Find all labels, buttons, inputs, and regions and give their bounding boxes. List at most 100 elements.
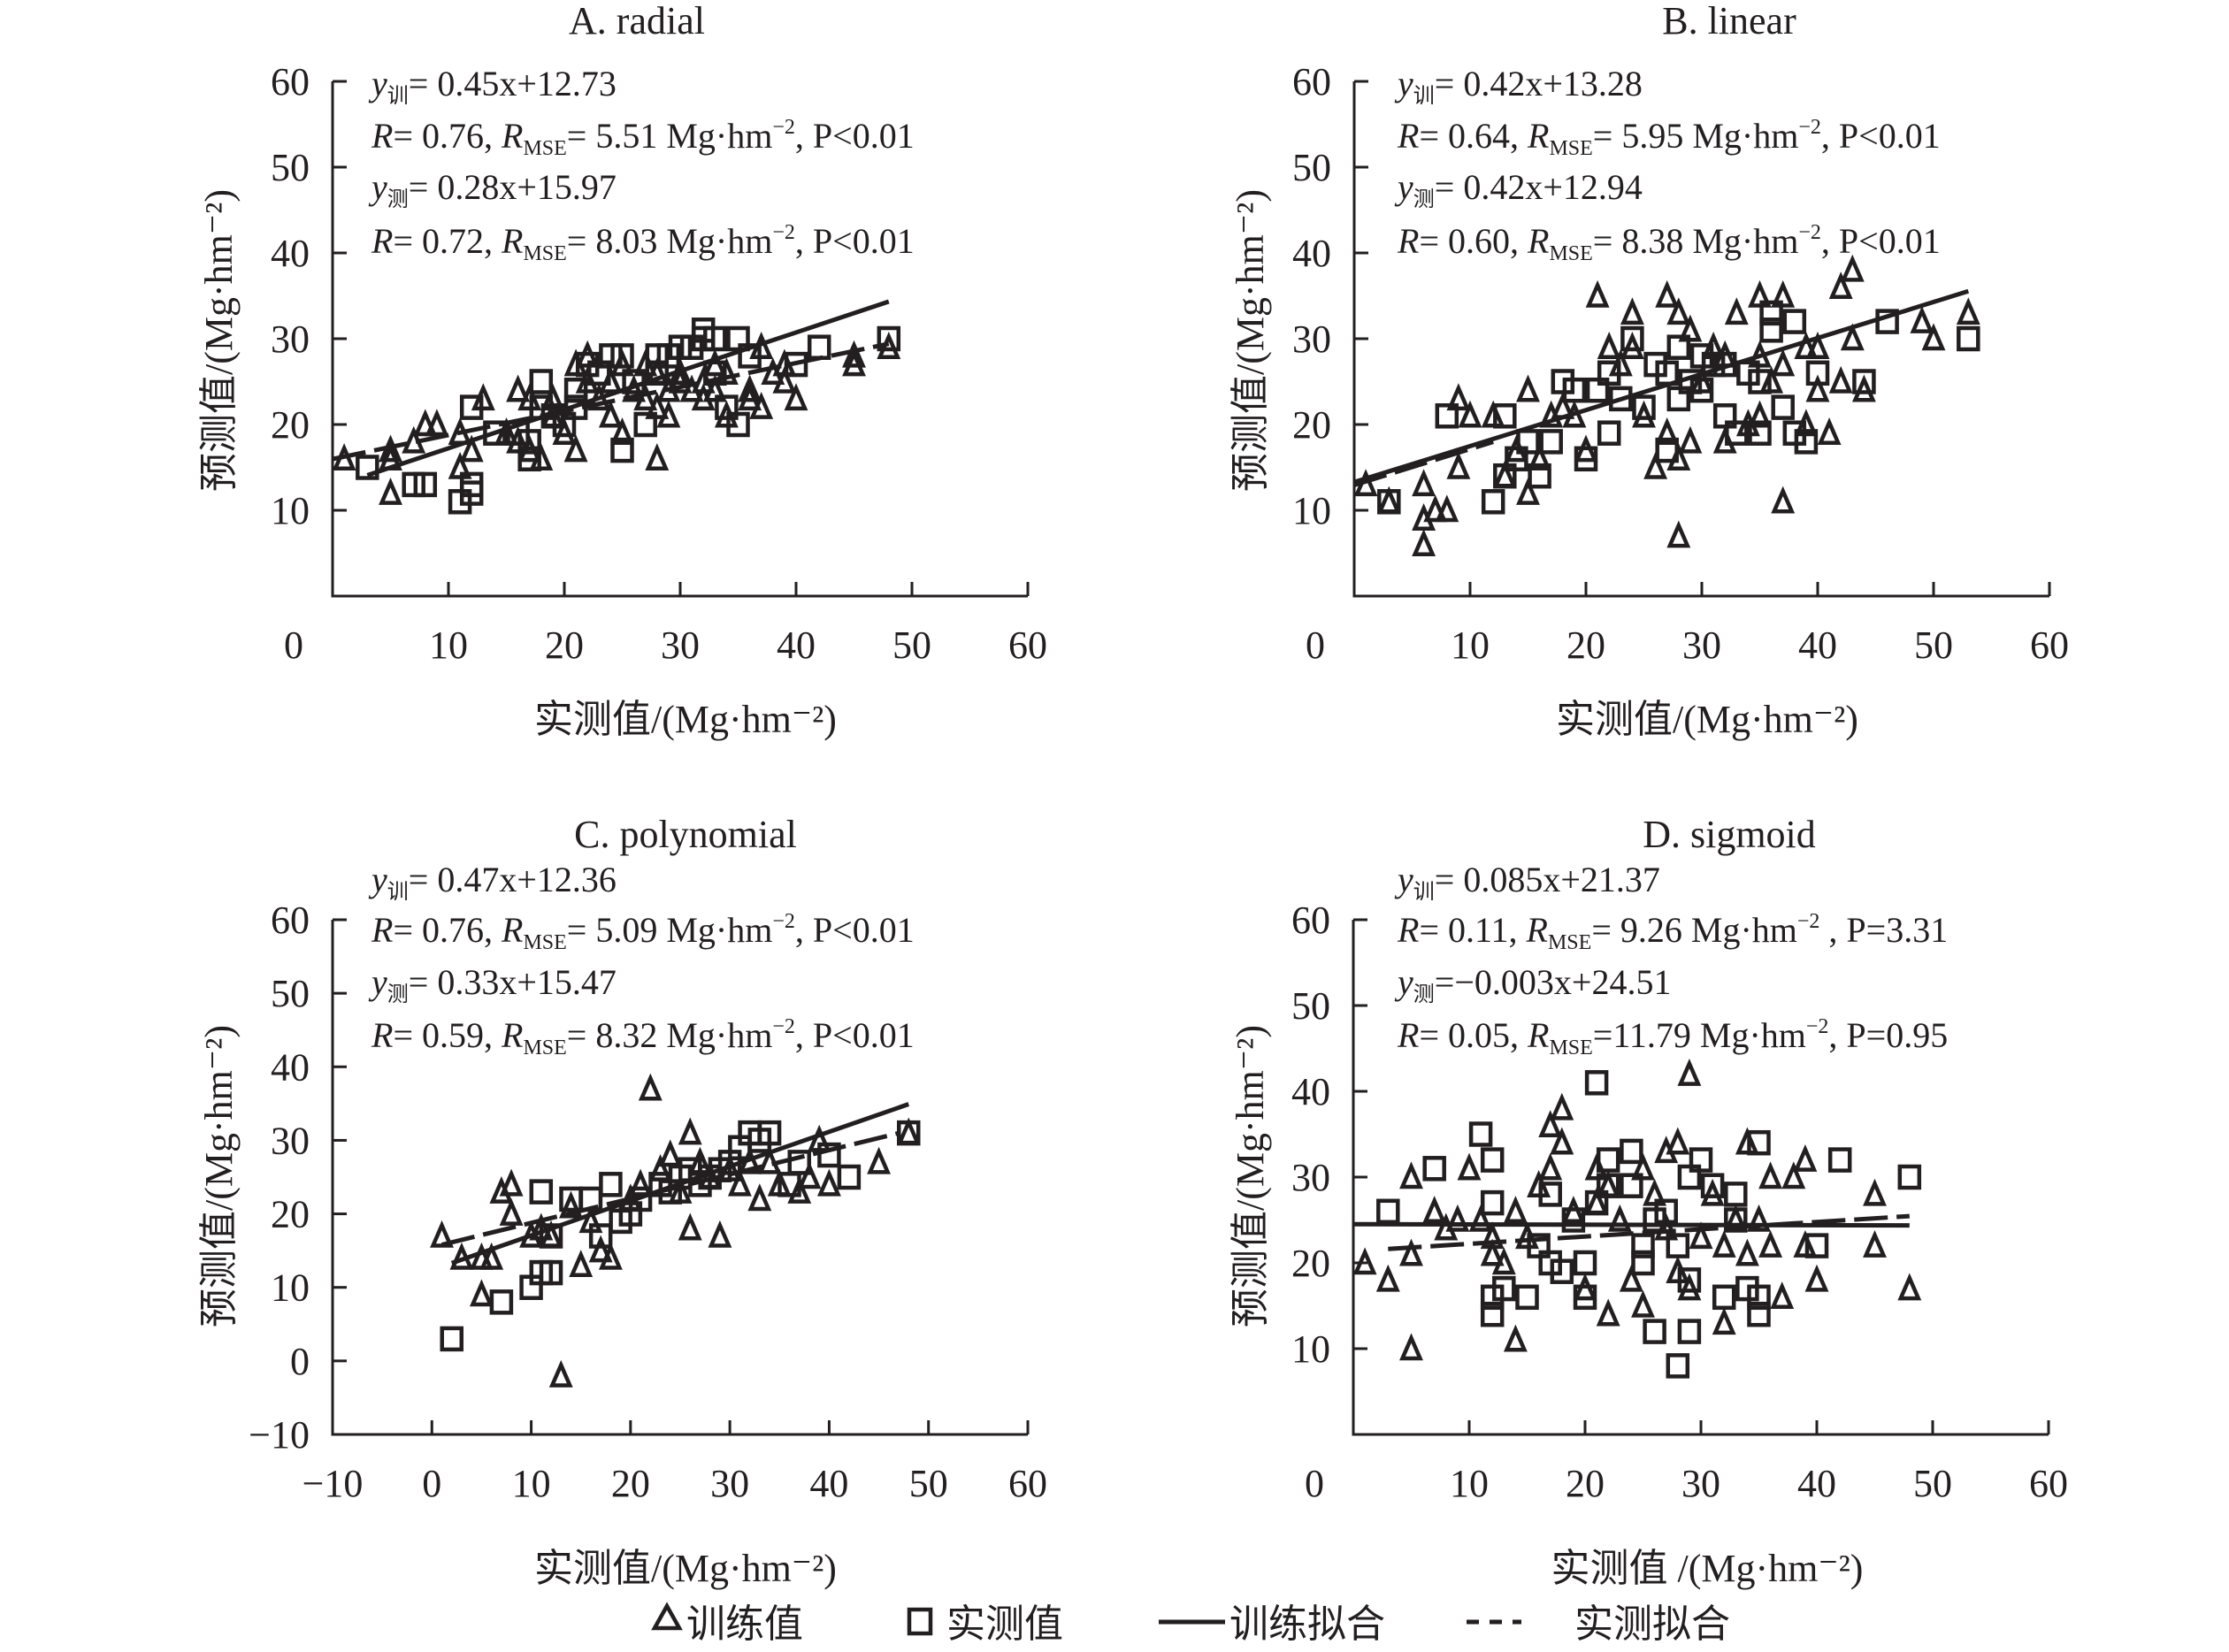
y-tick-label: 30 [1291, 1156, 1330, 1199]
train-point [506, 374, 531, 402]
panel-title: A. radial [569, 0, 705, 42]
train-point [425, 409, 449, 437]
train-point [747, 1183, 772, 1212]
train-point [1700, 1178, 1725, 1206]
train-point [877, 332, 901, 359]
train-point [1817, 417, 1842, 445]
train-point [784, 383, 808, 411]
test-point [1422, 1156, 1446, 1182]
x-tick-label: 50 [1913, 1462, 1952, 1505]
test-point [1712, 1284, 1736, 1311]
test-point [1480, 1301, 1505, 1327]
train-point [1585, 279, 1610, 308]
train-point [569, 1250, 594, 1278]
train-point [1422, 1196, 1447, 1224]
test-point [784, 351, 808, 378]
test-point [897, 1120, 921, 1146]
panel-c: C. polynomial −10 0 10 20 30 40 50 60 −10 0 10 20 30 4… [197, 813, 1047, 1590]
panel-d: D. sigmoid 0 10 20 30 40 50 60 10 20 30 40 50 60 实测值 /… [1229, 813, 2068, 1590]
train-point [563, 434, 588, 463]
regression-equation: y测= 0.28x+15.97 [368, 167, 617, 211]
test-point [1794, 429, 1819, 455]
train-point [1619, 1264, 1643, 1292]
panel-title: B. linear [1662, 0, 1796, 42]
x-tick-label: 60 [2030, 623, 2069, 667]
x-tick-label: 60 [2029, 1462, 2068, 1505]
train-point [1458, 400, 1482, 428]
train-point [1771, 348, 1796, 377]
train-point [1412, 529, 1436, 557]
fit-statistics: R= 0.72, RMSE= 8.03 Mg·hm−2, P<0.01 [371, 221, 915, 265]
test-point [1538, 1182, 1562, 1207]
test-point [1666, 334, 1691, 360]
train-point [1516, 374, 1540, 402]
train-point [1747, 1204, 1771, 1232]
y-axis-label: 预测值/(Mg·hm⁻²) [1229, 189, 1272, 492]
x-tick-label: 50 [892, 623, 931, 667]
test-point [529, 369, 554, 394]
train-point [1503, 1196, 1528, 1224]
train-point [1528, 443, 1552, 471]
test-point [1655, 437, 1679, 463]
train-point [797, 1161, 822, 1189]
x-tick-label: 0 [284, 623, 303, 667]
panel-title: D. sigmoid [1643, 813, 1816, 856]
train-point [1538, 1110, 1563, 1138]
test-point [1480, 1189, 1505, 1216]
test-point [1677, 1267, 1702, 1293]
test-point [563, 394, 588, 420]
train-point [658, 1139, 683, 1167]
test-point [628, 1186, 653, 1212]
train-point [656, 400, 681, 428]
train-point [1840, 323, 1865, 351]
train-point [1689, 1221, 1713, 1250]
y-tick-label: 20 [1291, 1242, 1330, 1285]
test-point [1631, 1233, 1655, 1258]
train-point [1677, 1058, 1702, 1086]
train-point [1758, 1229, 1783, 1258]
train-point [1538, 1152, 1563, 1181]
test-point [1643, 1319, 1666, 1344]
train-point [1643, 451, 1668, 479]
test-point [633, 411, 657, 438]
y-tick-label: 30 [1292, 317, 1331, 361]
train-point [379, 434, 402, 463]
x-tick-label: 0 [1306, 623, 1325, 667]
x-axis-label: 实测值/(Mg·hm⁻²) [534, 1547, 837, 1590]
y-tick-label: 50 [271, 972, 310, 1015]
y-tick-label: 10 [1291, 1327, 1330, 1371]
test-point [1747, 1129, 1771, 1156]
test-point [1573, 1250, 1597, 1276]
train-point [708, 1220, 732, 1248]
train-point [1376, 486, 1401, 514]
train-point [1921, 323, 1946, 351]
train-point [1712, 1307, 1736, 1335]
y-tick-label: 50 [1292, 146, 1331, 189]
train-point [678, 1212, 702, 1241]
test-point [1516, 429, 1540, 455]
train-point [1550, 1092, 1574, 1120]
fit-statistics: R= 0.60, RMSE= 8.38 Mg·hm−2, P<0.01 [1397, 221, 1941, 265]
train-point [610, 417, 634, 445]
panel-a: A. radial 0 10 20 30 40 50 60 10 20 30 40 50 60 实测值/(M… [197, 0, 1047, 741]
train-point [1840, 254, 1865, 282]
test-point [529, 1179, 554, 1205]
x-tick-label: 40 [809, 1462, 848, 1505]
test-point [1596, 1147, 1620, 1173]
train-point [1551, 391, 1575, 419]
train-point [648, 1154, 672, 1182]
train-point [1352, 1247, 1377, 1275]
fit-statistics: R= 0.59, RMSE= 8.32 Mg·hm−2, P<0.01 [371, 1015, 915, 1059]
train-point [1863, 1229, 1887, 1258]
test-point [1620, 325, 1644, 352]
test-point [837, 1164, 862, 1190]
y-tick-label: 40 [271, 232, 310, 275]
x-tick-label: 10 [512, 1462, 551, 1505]
y-tick-label: 20 [1292, 403, 1331, 447]
test-point [1620, 1138, 1643, 1165]
train-point [552, 417, 577, 445]
y-axis-label: 预测值/(Mg·hm⁻²) [1229, 1025, 1272, 1327]
train-point [1631, 1289, 1655, 1318]
test-point [757, 1120, 782, 1146]
legend-label-test-fit: 实测拟合 [1574, 1602, 1730, 1646]
